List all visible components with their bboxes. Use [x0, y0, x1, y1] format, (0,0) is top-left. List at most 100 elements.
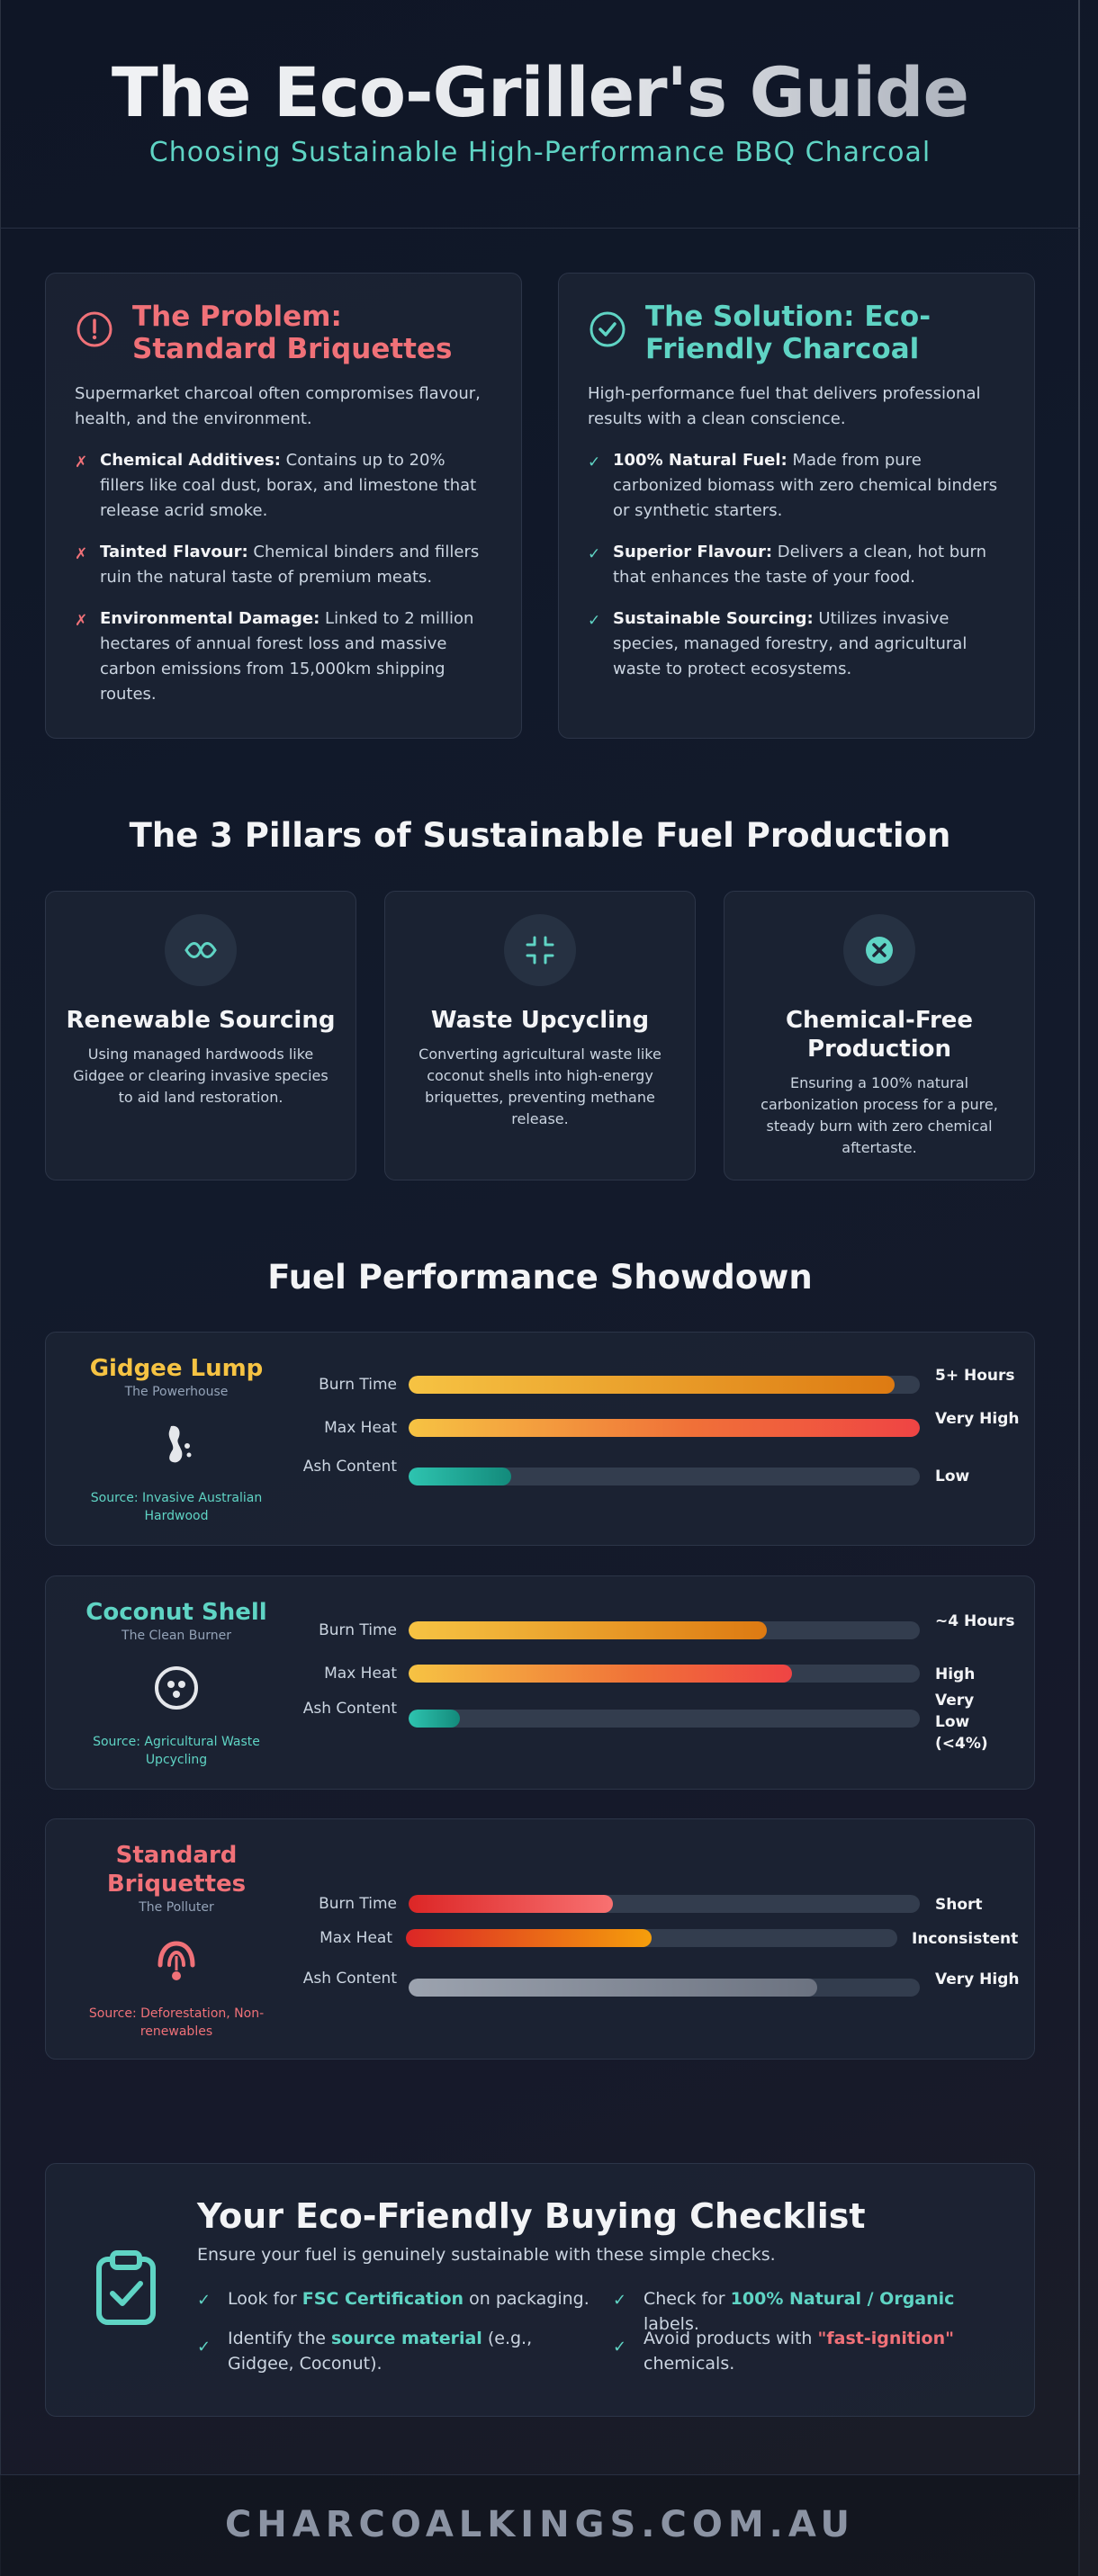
compress-icon — [504, 914, 576, 986]
check-mark-icon: ✓ — [588, 545, 601, 563]
list-item-text: Chemical Additives: Contains up to 20% f… — [100, 451, 477, 520]
bar-label: Max Heat — [324, 1419, 397, 1437]
fuel-name: Coconut Shell — [86, 1599, 267, 1626]
performance-title: Fuel Performance Showdown — [267, 1258, 813, 1297]
fuel-source: Source: Agricultural Waste Upcycling — [93, 1735, 260, 1767]
burn-time-bar — [409, 1376, 895, 1394]
page-header: The Eco-Griller's Guide Choosing Sustain… — [0, 0, 1080, 229]
solution-card: The Solution: Eco-Friendly Charcoal High… — [558, 273, 1035, 739]
check-icon: ✓ — [613, 2291, 627, 2310]
burn-time-value: ~4 Hours — [935, 1612, 1015, 1630]
smoke-hazard-icon — [158, 1941, 195, 1980]
alert-circle-icon — [76, 311, 112, 347]
solution-list-item: ✓ Sustainable Sourcing: Utilizes invasive… — [588, 606, 1005, 682]
pillar-waste-upcycling: Waste Upcycling Converting agricultural … — [384, 891, 696, 1180]
ash-content-bar — [409, 1710, 460, 1728]
bar-label: Max Heat — [320, 1929, 392, 1947]
bar-label: Max Heat — [324, 1665, 397, 1683]
fuel-name: Standard Briquettes — [106, 1842, 247, 1898]
list-item-text: Sustainable Sourcing: Utilizes invasive … — [613, 609, 968, 678]
max-heat-bar — [406, 1929, 652, 1947]
burn-time-row: Burn Time Short — [46, 1895, 1036, 1931]
problem-list-item: ✗ Chemical Additives: Contains up to 20% … — [75, 448, 492, 524]
max-heat-value: Very High — [935, 1410, 1020, 1428]
check-circle-icon — [590, 311, 626, 347]
no-chemical-icon — [843, 914, 915, 986]
footer-link[interactable]: CHARCOALKINGS.COM.AU — [224, 2504, 856, 2545]
bar-track — [409, 1979, 920, 1997]
pillar-desc: Ensuring a 100% natural carbonization pr… — [760, 1074, 998, 1156]
fuel-source: Source: Deforestation, Non-renewables — [88, 2006, 265, 2039]
ash-content-row: Ash Content Low — [46, 1458, 1036, 1494]
ash-content-value: Very High — [935, 1970, 1020, 1988]
bar-label: Ash Content — [302, 1700, 397, 1718]
solution-title: The Solution: Eco-Friendly Charcoal — [645, 301, 932, 365]
max-heat-value: High — [935, 1665, 976, 1683]
solution-list-item: ✓ 100% Natural Fuel: Made from pure carbo… — [588, 448, 1005, 524]
problem-list: ✗ Chemical Additives: Contains up to 20% … — [75, 448, 492, 707]
coconut-icon — [155, 1666, 198, 1710]
bar-track — [409, 1376, 920, 1394]
ash-content-value: Low — [935, 1468, 970, 1485]
check-icon: ✓ — [197, 2338, 212, 2356]
max-heat-row: Max Heat High — [46, 1656, 1036, 1692]
bar-track — [409, 1710, 920, 1728]
solution-intro: High-performance fuel that delivers prof… — [588, 384, 981, 428]
bar-label: Burn Time — [319, 1895, 397, 1913]
wood-log-icon — [168, 1425, 192, 1463]
list-item-text: Tainted Flavour: Chemical binders and fi… — [100, 543, 480, 587]
ash-content-bar — [409, 1468, 511, 1485]
bar-track — [409, 1419, 920, 1437]
ash-content-row: Ash Content Very Low (<4%) — [46, 1692, 1036, 1753]
checklist-item: ✓ Check for 100% Natural / Organic label… — [613, 2286, 1009, 2337]
problem-title: The Problem: Standard Briquettes — [132, 301, 453, 365]
list-item-text: Superior Flavour: Delivers a clean, hot … — [613, 543, 987, 587]
check-icon: ✓ — [197, 2291, 212, 2310]
list-item-text: Environmental Damage: Linked to 2 millio… — [100, 609, 474, 704]
cross-mark-icon: ✗ — [75, 453, 88, 471]
pillar-desc: Converting agricultural waste like cocon… — [418, 1046, 662, 1127]
problem-card: The Problem: Standard Briquettes Superma… — [45, 273, 522, 739]
tree-swap-icon — [165, 914, 237, 986]
ash-content-value: Very Low (<4%) — [935, 1692, 988, 1753]
problem-list-item: ✗ Environmental Damage: Linked to 2 milli… — [75, 606, 492, 707]
bar-track — [409, 1621, 920, 1639]
pillar-title: Renewable Sourcing — [66, 1007, 336, 1034]
fuel-tagline: The Powerhouse — [124, 1385, 229, 1399]
bar-track — [409, 1895, 920, 1913]
fuel-card-standard-briquettes: Standard Briquettes The Polluter Source:… — [45, 1818, 1035, 2060]
solution-list: ✓ 100% Natural Fuel: Made from pure carbo… — [588, 448, 1005, 682]
problem-intro: Supermarket charcoal often compromises f… — [75, 384, 481, 428]
burn-time-value: Short — [935, 1896, 983, 1914]
checklist-subtitle: Ensure your fuel is genuinely sustainabl… — [197, 2245, 776, 2265]
burn-time-row: Burn Time 5+ Hours — [46, 1367, 1036, 1403]
burn-time-bar — [409, 1895, 614, 1913]
cross-mark-icon: ✗ — [75, 545, 88, 563]
pillar-renewable-sourcing: Renewable Sourcing Using managed hardwoo… — [45, 891, 356, 1180]
burn-time-value: 5+ Hours — [935, 1367, 1015, 1385]
bar-track — [409, 1665, 920, 1683]
fuel-name: Gidgee Lump — [89, 1355, 264, 1382]
bar-label: Ash Content — [302, 1970, 397, 1988]
ash-content-row: Ash Content Very High — [46, 1969, 1036, 2005]
problem-list-item: ✗ Tainted Flavour: Chemical binders and f… — [75, 540, 492, 590]
pillar-desc: Using managed hardwoods like Gidgee or c… — [73, 1046, 328, 1106]
max-heat-bar — [409, 1419, 920, 1437]
list-item-text: 100% Natural Fuel: Made from pure carbon… — [613, 451, 998, 520]
checklist-title: Your Eco-Friendly Buying Checklist — [197, 2196, 866, 2236]
fuel-tagline: The Clean Burner — [122, 1629, 231, 1643]
max-heat-value: Inconsistent — [912, 1930, 1019, 1948]
checklist-item: ✓ Avoid products with "fast-ignition" ch… — [613, 2326, 1009, 2376]
checklist-item: ✓ Look for FSC Certification on packagin… — [197, 2286, 593, 2313]
bar-label: Ash Content — [302, 1458, 397, 1476]
pillars-title: The 3 Pillars of Sustainable Fuel Produc… — [129, 816, 951, 855]
fuel-card-coconut: Coconut Shell The Clean Burner Source: A… — [45, 1575, 1035, 1790]
checklist-item: ✓ Identify the source material (e.g., Gi… — [197, 2326, 584, 2376]
pillar-title: Waste Upcycling — [430, 1007, 650, 1034]
page-subtitle: Choosing Sustainable High-Performance BB… — [148, 137, 932, 168]
burn-time-bar — [409, 1621, 767, 1639]
check-mark-icon: ✓ — [588, 453, 601, 471]
page-title: The Eco-Griller's Guide — [0, 52, 1080, 132]
ash-content-bar — [409, 1979, 818, 1997]
